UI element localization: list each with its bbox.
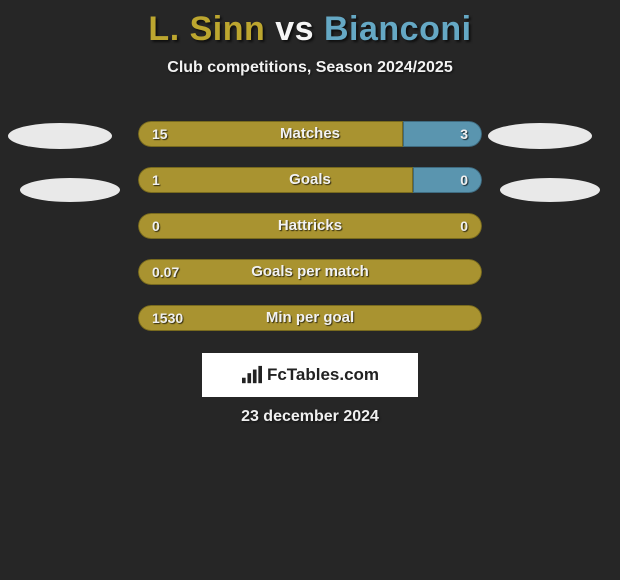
player1-name: L. Sinn xyxy=(148,10,265,48)
decor-ellipse xyxy=(8,123,112,149)
page-title: L. Sinn vs Bianconi xyxy=(0,0,620,49)
decor-ellipse xyxy=(500,178,600,202)
player2-name: Bianconi xyxy=(324,10,472,48)
decor-ellipse xyxy=(20,178,120,202)
brand-link[interactable]: FcTables.com xyxy=(202,353,418,397)
stat-row: 1530Min per goal xyxy=(0,294,620,340)
stat-label: Min per goal xyxy=(0,306,620,330)
stat-label: Goals per match xyxy=(0,260,620,284)
stat-row: 0.07Goals per match xyxy=(0,248,620,294)
stat-label: Hattricks xyxy=(0,214,620,238)
subtitle: Club competitions, Season 2024/2025 xyxy=(0,59,620,77)
stat-row: 00Hattricks xyxy=(0,202,620,248)
brand-text: FcTables.com xyxy=(267,365,379,385)
date-text: 23 december 2024 xyxy=(0,408,620,426)
vs-text: vs xyxy=(275,10,314,48)
bar-chart-icon xyxy=(241,365,263,385)
decor-ellipse xyxy=(488,123,592,149)
